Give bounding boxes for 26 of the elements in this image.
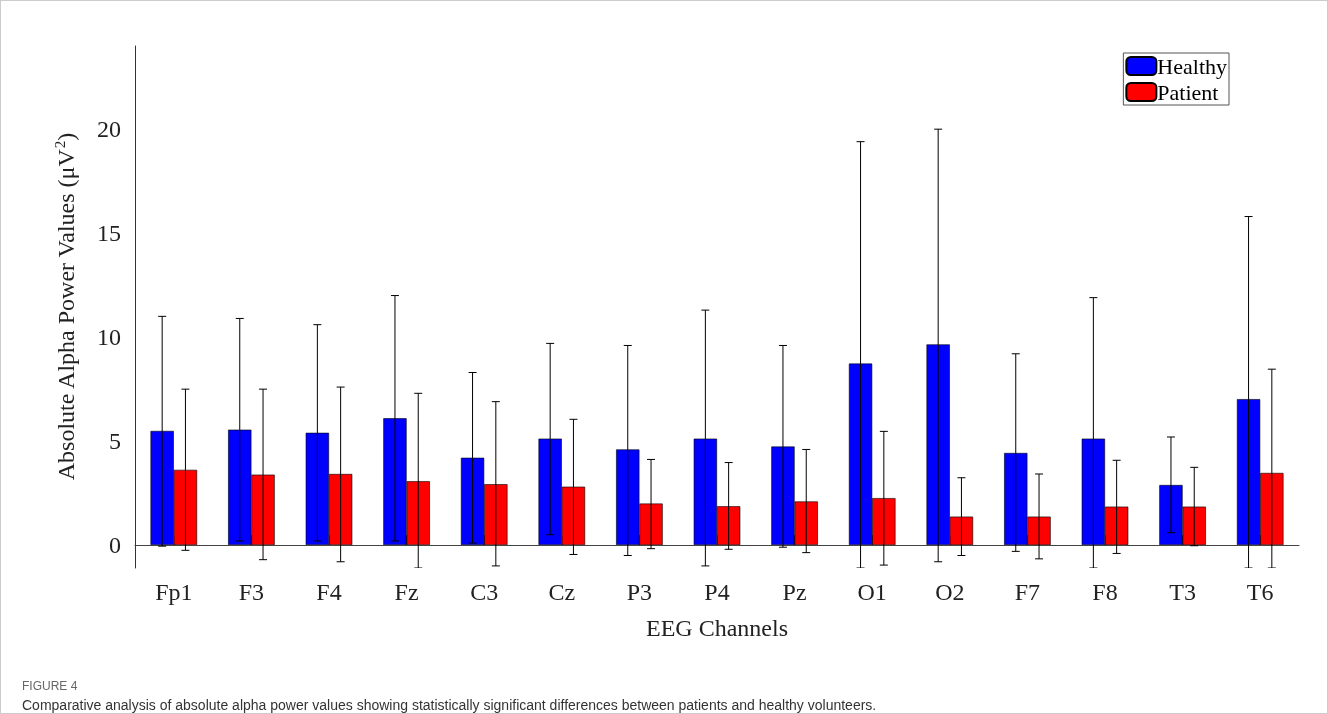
x-tick-label: P4 xyxy=(704,579,730,605)
legend-label: Patient xyxy=(1157,79,1219,105)
x-tick-label: F8 xyxy=(1092,579,1118,605)
y-tick-label: 15 xyxy=(97,220,121,247)
x-tick-label: T6 xyxy=(1246,579,1274,605)
text: FIGURE 4 xyxy=(22,679,78,693)
x-tick-label: F7 xyxy=(1014,579,1041,605)
x-tick-label: Fz xyxy=(394,579,419,605)
x-tick-label: P3 xyxy=(626,579,653,605)
y-tick-label: 0 xyxy=(109,532,121,559)
x-tick-label: Cz xyxy=(548,579,576,605)
text: Comparative analysis of absolute alpha power values showing statistically significant differences between patients and healthy volunteers. xyxy=(22,697,877,713)
x-tick-label: O1 xyxy=(857,579,887,605)
y-axis-title: Absolute Alpha Power Values (μV2) xyxy=(51,132,79,481)
x-tick-label: T3 xyxy=(1169,579,1196,605)
y-tick-label: 5 xyxy=(109,428,121,455)
y-tick-label: 20 xyxy=(97,116,121,143)
x-tick-label: Pz xyxy=(782,579,807,605)
y-tick-label: 10 xyxy=(97,324,121,351)
x-tick-label: O2 xyxy=(935,579,965,605)
x-tick-label: F4 xyxy=(316,579,342,605)
x-tick-label: F3 xyxy=(238,579,265,605)
x-axis-title: EEG Channels xyxy=(646,615,788,641)
x-tick-label: C3 xyxy=(470,579,499,605)
x-tick-label: Fp1 xyxy=(155,579,193,605)
legend-label: Healthy xyxy=(1157,53,1228,79)
